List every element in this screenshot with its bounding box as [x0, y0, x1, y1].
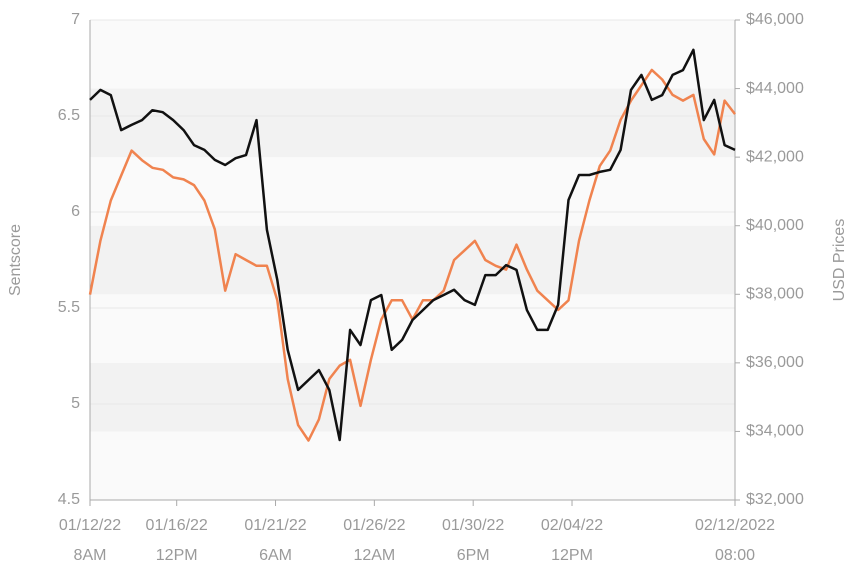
y2-tick-label: $46,000	[746, 11, 804, 28]
y-tick-label: 5.5	[58, 299, 80, 316]
grid-band	[90, 362, 735, 432]
x-tick-label: 01/16/22	[146, 517, 208, 534]
x-tick-label: 6PM	[457, 547, 490, 564]
x-tick-label: 12PM	[551, 547, 593, 564]
grid-band	[90, 225, 735, 295]
x-tick-label: 01/30/22	[442, 517, 504, 534]
grid-band	[90, 294, 735, 363]
y2-tick-label: $40,000	[746, 217, 804, 234]
grid-band	[90, 431, 735, 500]
y2-tick-label: $42,000	[746, 148, 804, 165]
plot-bands	[90, 20, 735, 500]
y2-axis-title: USD Prices	[831, 219, 848, 302]
x-tick-label: 6AM	[259, 547, 292, 564]
x-tick-label: 01/26/22	[343, 517, 405, 534]
grid-band	[90, 157, 735, 226]
y-tick-label: 7	[71, 11, 80, 28]
y-axis-title: Sentscore	[7, 224, 24, 296]
grid-band	[90, 20, 735, 89]
x-tick-label: 12PM	[156, 547, 198, 564]
y-tick-label: 4.5	[58, 491, 80, 508]
series-line	[89, 48, 736, 442]
x-tick-label: 01/12/22	[59, 517, 121, 534]
y2-tick-label: $36,000	[746, 354, 804, 371]
x-tick-label: 02/04/22	[541, 517, 603, 534]
y2-tick-label: $38,000	[746, 286, 804, 303]
y-tick-label: 6	[71, 203, 80, 220]
y2-tick-label: $32,000	[746, 491, 804, 508]
grid-band	[90, 88, 735, 158]
y-tick-label: 5	[71, 395, 80, 412]
x-tick-label: 08:00	[715, 547, 755, 564]
x-tick-label: 02/12/2022	[695, 517, 775, 534]
y2-tick-label: $34,000	[746, 423, 804, 440]
y-tick-label: 6.5	[58, 107, 80, 124]
x-tick-label: 8AM	[74, 547, 107, 564]
x-tick-label: 12AM	[353, 547, 395, 564]
x-tick-label: 01/21/22	[244, 517, 306, 534]
y2-tick-label: $44,000	[746, 80, 804, 97]
